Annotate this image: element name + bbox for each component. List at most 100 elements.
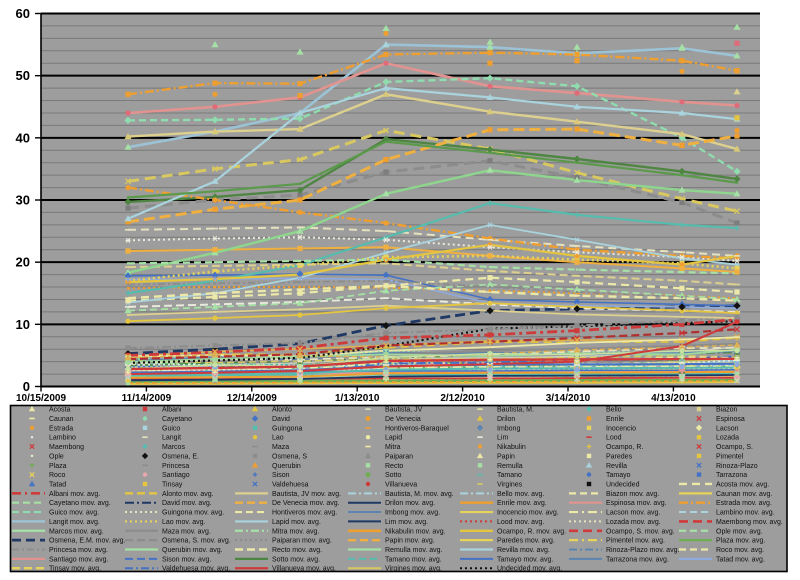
svg-text:Estrada mov. avg.: Estrada mov. avg. bbox=[716, 500, 772, 507]
svg-text:Remulla mov. avg.: Remulla mov. avg. bbox=[385, 547, 443, 554]
svg-text:Tamayo: Tamayo bbox=[606, 472, 631, 479]
svg-text:Recto mov. avg.: Recto mov. avg. bbox=[272, 547, 322, 554]
svg-text:Ocampo, R.: Ocampo, R. bbox=[606, 444, 643, 451]
svg-text:Virgines mov. avg.: Virgines mov. avg. bbox=[385, 566, 442, 573]
svg-text:Lood: Lood bbox=[606, 435, 622, 442]
svg-text:4/13/2010: 4/13/2010 bbox=[651, 393, 696, 404]
svg-text:Lambino: Lambino bbox=[49, 435, 76, 442]
svg-text:Guico mov. avg.: Guico mov. avg. bbox=[49, 510, 99, 517]
svg-text:Mitra: Mitra bbox=[385, 444, 401, 451]
svg-text:Ople mov. avg.: Ople mov. avg. bbox=[716, 528, 763, 535]
svg-text:Bautista, JV mov. avg.: Bautista, JV mov. avg. bbox=[272, 491, 341, 498]
svg-text:Guingona mov. avg.: Guingona mov. avg. bbox=[162, 510, 224, 517]
svg-text:Lambino mov. avg.: Lambino mov. avg. bbox=[716, 510, 775, 517]
svg-text:Tamayo mov. avg.: Tamayo mov. avg. bbox=[497, 556, 553, 563]
svg-text:Osmena, S: Osmena, S bbox=[272, 453, 307, 460]
svg-text:Imbong: Imbong bbox=[497, 425, 520, 432]
svg-text:Pimentel mov. avg.: Pimentel mov. avg. bbox=[606, 538, 665, 545]
svg-text:Inocencio mov. avg.: Inocencio mov. avg. bbox=[497, 510, 559, 517]
svg-text:Plaza: Plaza bbox=[49, 463, 67, 470]
svg-text:Virgines: Virgines bbox=[497, 481, 523, 488]
svg-text:Imbong mov. avg.: Imbong mov. avg. bbox=[385, 510, 440, 517]
svg-text:Undecided mov. avg.: Undecided mov. avg. bbox=[497, 566, 562, 573]
svg-text:Undecided: Undecided bbox=[606, 481, 640, 488]
svg-text:10/15/2009: 10/15/2009 bbox=[16, 393, 66, 404]
svg-text:Rinoza-Plazo mov. avg.: Rinoza-Plazo mov. avg. bbox=[606, 547, 679, 554]
svg-text:Ocampo, S.: Ocampo, S. bbox=[716, 444, 753, 451]
svg-text:Maembong mov. avg.: Maembong mov. avg. bbox=[716, 519, 783, 526]
svg-text:Biazon mov. avg.: Biazon mov. avg. bbox=[606, 491, 659, 498]
svg-text:Drilon mov. avg.: Drilon mov. avg. bbox=[385, 500, 435, 507]
svg-text:Acosta: Acosta bbox=[49, 407, 71, 414]
svg-text:Recto: Recto bbox=[385, 463, 403, 470]
svg-text:Pimentel: Pimentel bbox=[716, 453, 744, 460]
svg-text:2/12/2010: 2/12/2010 bbox=[440, 393, 485, 404]
svg-text:Nikabulin mov. avg.: Nikabulin mov. avg. bbox=[385, 528, 446, 535]
svg-text:50: 50 bbox=[16, 68, 30, 83]
svg-text:Estrada: Estrada bbox=[49, 425, 73, 432]
svg-text:Sison: Sison bbox=[272, 472, 290, 479]
svg-text:Sotto mov. avg.: Sotto mov. avg. bbox=[272, 556, 320, 563]
svg-text:Acosta mov. avg.: Acosta mov. avg. bbox=[716, 481, 769, 488]
svg-text:Lim: Lim bbox=[497, 435, 508, 442]
svg-text:Inocencio: Inocencio bbox=[606, 425, 636, 432]
svg-text:Lacson: Lacson bbox=[716, 425, 739, 432]
svg-text:Lozada mov. avg.: Lozada mov. avg. bbox=[606, 519, 661, 526]
svg-text:David: David bbox=[272, 416, 290, 423]
svg-text:David mov. avg.: David mov. avg. bbox=[162, 500, 212, 507]
svg-text:Bautista, M.: Bautista, M. bbox=[497, 407, 534, 414]
svg-text:Sison mov. avg.: Sison mov. avg. bbox=[162, 556, 211, 563]
svg-text:Marcos: Marcos bbox=[162, 444, 185, 451]
svg-text:Revilla: Revilla bbox=[606, 463, 627, 470]
svg-text:Biazon: Biazon bbox=[716, 407, 738, 414]
svg-text:11/14/2009: 11/14/2009 bbox=[122, 393, 172, 404]
svg-text:Osmena, E.M. mov. avg.: Osmena, E.M. mov. avg. bbox=[49, 538, 126, 545]
svg-text:Alonto: Alonto bbox=[272, 407, 292, 414]
svg-text:Hontiveros mov. avg.: Hontiveros mov. avg. bbox=[272, 510, 337, 517]
svg-text:Lao mov. avg.: Lao mov. avg. bbox=[162, 519, 206, 526]
svg-text:Ocampo, R. mov. avg.: Ocampo, R. mov. avg. bbox=[497, 528, 566, 535]
svg-text:Guico: Guico bbox=[162, 425, 180, 432]
svg-text:20: 20 bbox=[16, 255, 30, 270]
svg-text:Lozada: Lozada bbox=[716, 435, 739, 442]
svg-text:Lapid: Lapid bbox=[385, 435, 402, 442]
svg-text:Langit mov. avg.: Langit mov. avg. bbox=[49, 519, 100, 526]
svg-text:Caunan: Caunan bbox=[49, 416, 74, 423]
svg-text:Querubin: Querubin bbox=[272, 463, 301, 470]
svg-text:12/14/2009: 12/14/2009 bbox=[227, 393, 277, 404]
svg-text:Langit: Langit bbox=[162, 435, 181, 442]
svg-text:Paiparan mov. avg.: Paiparan mov. avg. bbox=[272, 538, 332, 545]
svg-text:40: 40 bbox=[16, 130, 30, 145]
svg-text:Villanueva: Villanueva bbox=[385, 481, 417, 488]
svg-text:0: 0 bbox=[23, 379, 30, 394]
svg-text:Albani mov. avg.: Albani mov. avg. bbox=[49, 491, 100, 498]
svg-text:Tatad mov. avg.: Tatad mov. avg. bbox=[716, 556, 765, 563]
svg-text:Cayetano mov. avg.: Cayetano mov. avg. bbox=[49, 500, 111, 507]
svg-text:Osmena, S. mov. avg.: Osmena, S. mov. avg. bbox=[162, 538, 231, 545]
svg-text:Rinoza-Plazo: Rinoza-Plazo bbox=[716, 463, 758, 470]
svg-text:Bautista, M. mov. avg.: Bautista, M. mov. avg. bbox=[385, 491, 454, 498]
svg-text:Tinsay mov. avg.: Tinsay mov. avg. bbox=[49, 566, 101, 573]
svg-text:Tamano mov. avg.: Tamano mov. avg. bbox=[385, 556, 442, 563]
svg-text:Tarrazona: Tarrazona bbox=[716, 472, 747, 479]
svg-text:Albani: Albani bbox=[162, 407, 182, 414]
svg-text:Espinosa: Espinosa bbox=[716, 416, 745, 423]
svg-text:Sotto: Sotto bbox=[385, 472, 401, 479]
svg-text:Papin: Papin bbox=[497, 453, 515, 460]
svg-text:Plaza mov. avg.: Plaza mov. avg. bbox=[716, 538, 765, 545]
svg-text:Ople: Ople bbox=[49, 453, 64, 460]
svg-text:Lood mov. avg.: Lood mov. avg. bbox=[497, 519, 544, 526]
svg-text:Paiparan: Paiparan bbox=[385, 453, 413, 460]
svg-text:Paredes: Paredes bbox=[606, 453, 633, 460]
svg-text:Caunan mov. avg.: Caunan mov. avg. bbox=[716, 491, 772, 498]
svg-text:Tinsay: Tinsay bbox=[162, 481, 183, 488]
svg-text:1/13/2010: 1/13/2010 bbox=[335, 393, 380, 404]
svg-text:Santiago: Santiago bbox=[162, 472, 190, 479]
svg-text:Drilon: Drilon bbox=[497, 416, 515, 423]
svg-text:Valdehuesa: Valdehuesa bbox=[272, 481, 309, 488]
svg-text:Bautista, JV: Bautista, JV bbox=[385, 407, 423, 414]
svg-text:60: 60 bbox=[16, 6, 30, 21]
svg-text:Remulla: Remulla bbox=[497, 463, 523, 470]
svg-text:10: 10 bbox=[16, 317, 30, 332]
svg-text:3/14/2010: 3/14/2010 bbox=[546, 393, 591, 404]
